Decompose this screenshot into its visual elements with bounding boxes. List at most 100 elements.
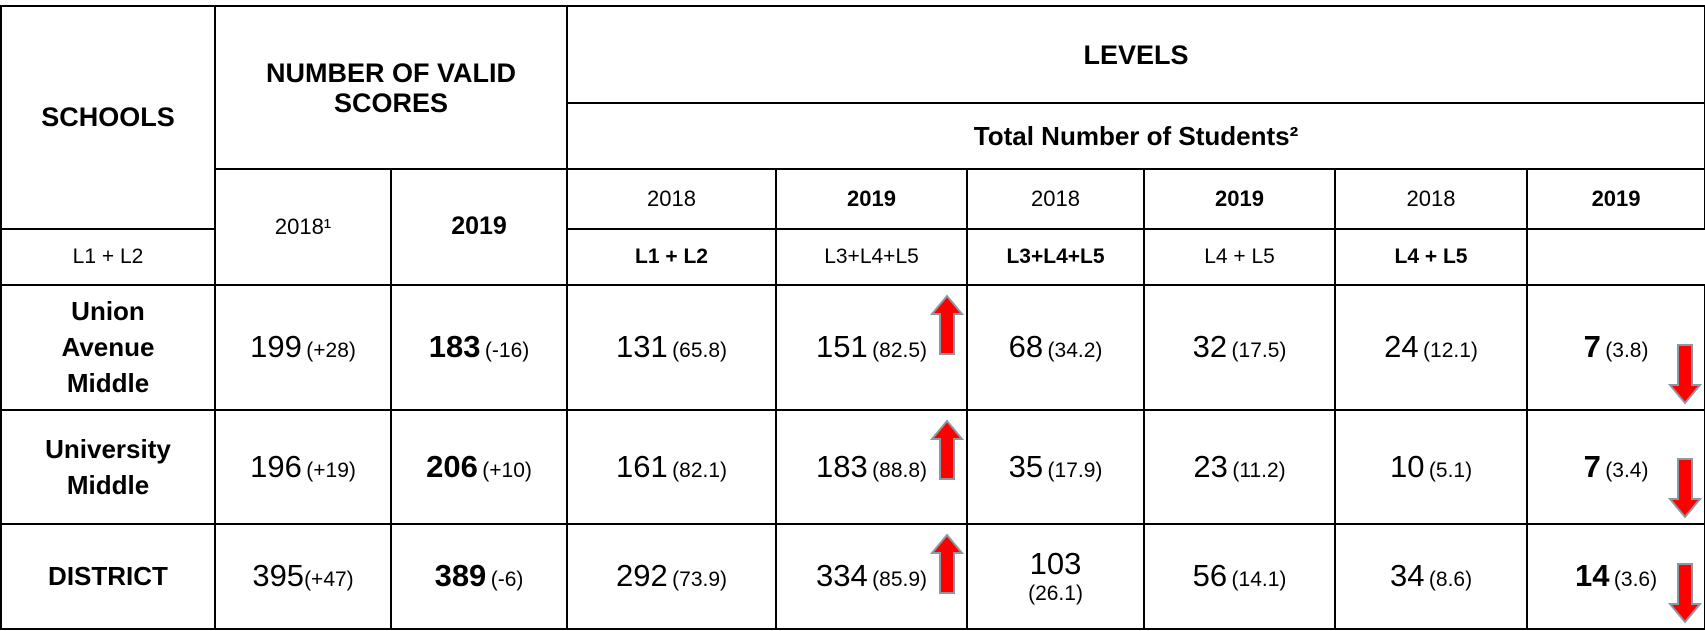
- count: 24: [1384, 329, 1419, 365]
- value-cell: 292 (73.9): [566, 522, 778, 631]
- count: 334: [815, 558, 868, 594]
- percent: (34.2): [1047, 339, 1103, 363]
- value-cell: 24 (12.1): [1334, 283, 1529, 412]
- value-cell: 131 (65.8): [566, 283, 778, 412]
- down-arrow: [1668, 344, 1703, 405]
- value-cell: 199 (+28): [214, 283, 392, 412]
- data-row: Union Avenue Middle 199 (+28) 183 (-16) 131…: [0, 283, 1705, 412]
- count: 7: [1583, 329, 1601, 365]
- arrow-shape: [1668, 344, 1703, 405]
- value-cell: 183 (-16): [389, 283, 569, 412]
- level-group: L4 + L5: [1143, 227, 1337, 286]
- level-group: L4 + L5: [1334, 227, 1529, 286]
- value-cell: 206 (+10): [389, 409, 569, 525]
- count: 14: [1574, 558, 1610, 594]
- percent: (+10): [482, 458, 532, 482]
- arrow-shape: [930, 419, 965, 481]
- value-cell: 32 (17.5): [1143, 283, 1337, 412]
- percent: (-6): [490, 568, 524, 592]
- levels-header: LEVELS: [566, 4, 1705, 105]
- school-cell: Union Avenue Middle: [0, 283, 216, 412]
- total-students-header: Total Number of Students²: [566, 102, 1705, 171]
- value-cell: 334 (85.9): [775, 522, 969, 631]
- value-cell: 34 (8.6): [1334, 522, 1529, 631]
- up-arrow: [930, 419, 965, 481]
- value-cell: 10 (5.1): [1334, 409, 1529, 525]
- year: 2018: [566, 168, 778, 230]
- percent: (26.1): [1028, 582, 1083, 606]
- up-arrow: [930, 293, 965, 355]
- percent: (82.5): [872, 339, 928, 363]
- year: 2019: [1143, 168, 1337, 230]
- value-cell: 35 (17.9): [966, 409, 1146, 525]
- percent: (17.5): [1231, 339, 1287, 363]
- count: 103: [1029, 546, 1082, 582]
- count: 389: [434, 558, 487, 594]
- count: 35: [1008, 448, 1044, 484]
- arrow-shape: [930, 293, 965, 355]
- percent: (73.9): [672, 568, 728, 592]
- year: 2018: [1334, 168, 1529, 230]
- count: 23: [1193, 448, 1228, 484]
- results-table: SCHOOLS NUMBER OF VALID SCORES LEVELS To…: [0, 4, 1705, 631]
- percent: (3.4): [1605, 458, 1649, 482]
- down-arrow: [1668, 457, 1703, 519]
- percent: (+28): [306, 339, 356, 363]
- data-row: University Middle 196 (+19) 206 (+10) 161 (…: [0, 409, 1705, 525]
- count: 56: [1192, 558, 1228, 594]
- value-cell: 183 (88.8): [775, 409, 969, 525]
- level-group: L1 + L2: [566, 227, 778, 286]
- value-cell: 151 (82.5): [775, 283, 969, 412]
- year: 2019: [389, 168, 569, 286]
- percent: (8.6): [1428, 568, 1473, 592]
- count: 199: [250, 329, 302, 365]
- school-cell: University Middle: [0, 409, 216, 525]
- up-arrow: [930, 533, 965, 594]
- level-group: L1 + L2: [0, 227, 216, 286]
- arrow-shape: [930, 533, 965, 594]
- count: 183: [815, 448, 868, 484]
- value-cell: 7 (3.4): [1526, 409, 1705, 525]
- percent: (17.9): [1047, 458, 1103, 482]
- count: 292: [615, 558, 668, 594]
- percent: (+19): [306, 458, 356, 482]
- count: 131: [615, 329, 668, 365]
- value-cell: 389 (-6): [389, 522, 569, 631]
- count: 68: [1008, 329, 1044, 365]
- year: 2018: [966, 168, 1146, 230]
- count: 395: [252, 558, 305, 594]
- percent: (+47): [304, 568, 354, 592]
- arrow-shape: [1668, 563, 1703, 624]
- count: 183: [428, 329, 481, 365]
- arrow-shape: [1668, 457, 1703, 519]
- year: 2019: [1526, 168, 1705, 230]
- value-cell: 23 (11.2): [1143, 409, 1337, 525]
- school-name: Union Avenue Middle: [61, 296, 155, 399]
- level-group: L3+L4+L5: [775, 227, 969, 286]
- school-name: DISTRICT: [48, 561, 168, 592]
- down-arrow: [1668, 563, 1703, 624]
- data-row: DISTRICT 395(+47) 389 (-6) 292 (73.9) 334 (8…: [0, 522, 1705, 631]
- level-group: L3+L4+L5: [966, 227, 1146, 286]
- percent: (85.9): [872, 568, 928, 592]
- school-name: University Middle: [45, 433, 171, 500]
- percent: (11.2): [1232, 458, 1286, 482]
- value-cell: 196 (+19): [214, 409, 392, 525]
- percent: (3.8): [1605, 339, 1649, 363]
- value-cell: 7 (3.8): [1526, 283, 1705, 412]
- year: 2018¹: [214, 168, 392, 286]
- percent: (65.8): [672, 339, 728, 363]
- percent: (14.1): [1231, 568, 1287, 592]
- table-wrap: SCHOOLS NUMBER OF VALID SCORES LEVELS To…: [0, 4, 1705, 631]
- count: 32: [1192, 329, 1228, 365]
- valid-scores-text: NUMBER OF VALID SCORES: [266, 57, 516, 118]
- count: 206: [426, 448, 478, 484]
- valid-scores-header: NUMBER OF VALID SCORES: [213, 4, 569, 171]
- percent: (3.6): [1613, 568, 1658, 592]
- count: 151: [815, 329, 868, 365]
- value-cell: 56 (14.1): [1143, 522, 1337, 631]
- value-cell: 161 (82.1): [566, 409, 778, 525]
- count: 34: [1389, 558, 1425, 594]
- value-cell: 103 (26.1): [966, 522, 1146, 631]
- value-cell: 14 (3.6): [1526, 522, 1705, 631]
